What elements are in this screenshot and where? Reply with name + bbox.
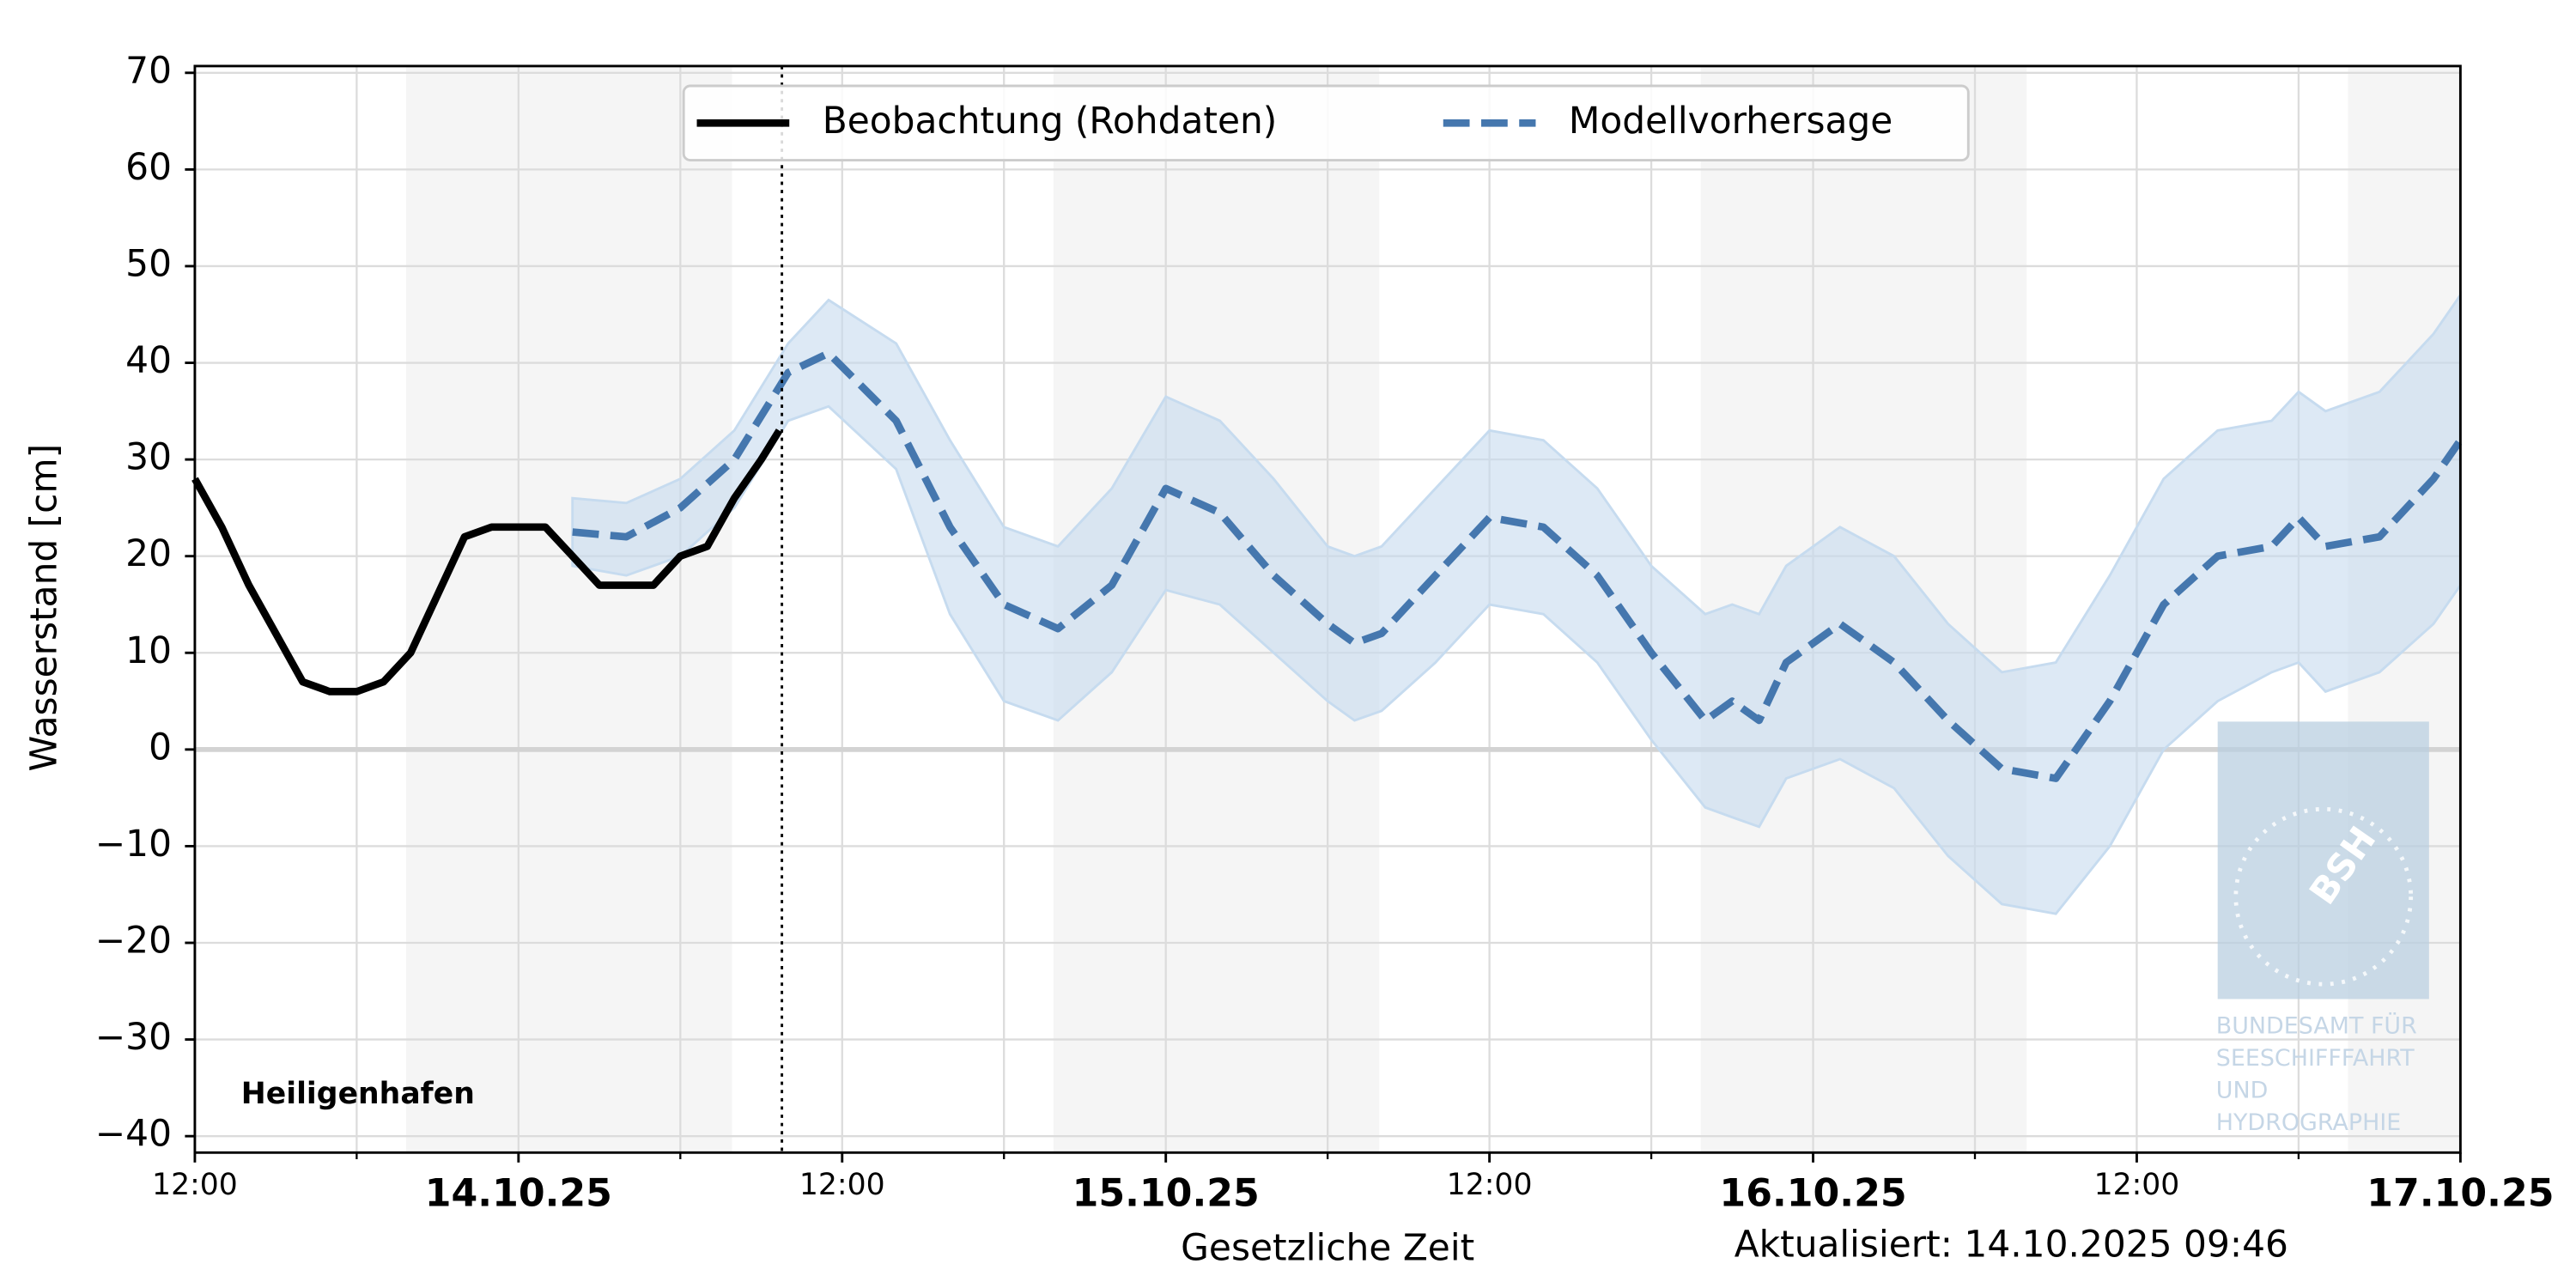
- y-tick-label: 0: [149, 726, 172, 768]
- updated-label: Aktualisiert: 14.10.2025 09:46: [1735, 1223, 2288, 1265]
- night-shading: [405, 65, 732, 1153]
- logo-text: UND: [2216, 1078, 2269, 1104]
- legend-label: Modellvorhersage: [1569, 100, 1893, 142]
- y-tick-label: 10: [125, 629, 172, 671]
- plot-layer: −40 −30 −20 −10 0 10 20 30 40 50 60 70 12:00 14.10.25…: [95, 49, 2555, 1215]
- logo-text: HYDROGRAPHIE: [2216, 1109, 2402, 1136]
- logo-text: BUNDESAMT FÜR: [2216, 1012, 2417, 1040]
- x-axis-label: Gesetzliche Zeit: [1181, 1226, 1474, 1268]
- observation-line: [191, 428, 783, 696]
- y-tick-label: −30: [95, 1016, 172, 1058]
- y-tick-label: 30: [125, 436, 172, 478]
- forecast-line: [572, 349, 2464, 782]
- y-tick-label: −20: [95, 920, 172, 962]
- logo-text: SEESCHIFFFAHRT: [2216, 1045, 2415, 1072]
- y-tick-label: 40: [125, 339, 172, 381]
- x-tick-label: 12:00: [799, 1168, 885, 1202]
- x-tick-label: 12:00: [2094, 1168, 2180, 1202]
- x-tick-label: 16.10.25: [1719, 1171, 1906, 1215]
- x-tick-label: 15.10.25: [1072, 1171, 1260, 1215]
- y-tick-label: 60: [125, 146, 172, 188]
- x-tick-label: 17.10.25: [2366, 1171, 2554, 1215]
- legend-box: [682, 84, 1970, 161]
- y-tick-label: 50: [125, 242, 172, 284]
- logo-box: [2217, 721, 2429, 999]
- legend-label: Beobachtung (Rohdaten): [823, 100, 1278, 142]
- logo-ring: [2233, 806, 2414, 987]
- x-tick-label: 14.10.25: [425, 1171, 612, 1215]
- x-tick-label: 12:00: [1447, 1168, 1533, 1202]
- y-tick-label: 70: [125, 49, 172, 91]
- x-tick-label: 12:00: [152, 1168, 238, 1202]
- y-tick-label: −40: [95, 1113, 172, 1155]
- y-tick-label: −10: [95, 823, 172, 865]
- y-tick-label: 20: [125, 532, 172, 574]
- y-axis-label: Wasserstand [cm]: [22, 444, 64, 772]
- station-label: Heiligenhafen: [241, 1077, 475, 1111]
